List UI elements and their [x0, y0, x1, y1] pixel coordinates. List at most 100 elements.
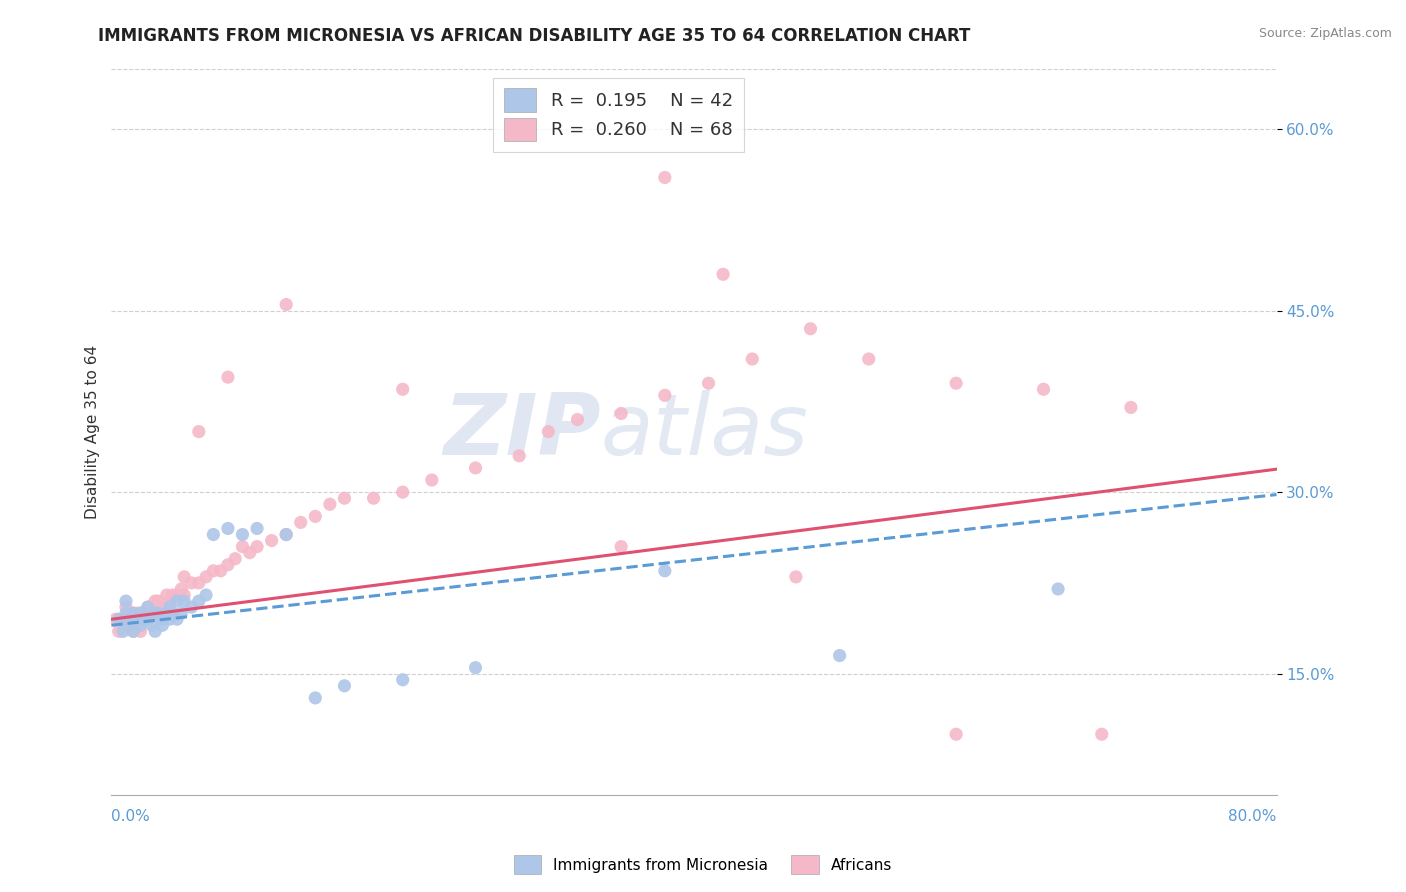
Point	[146, 606, 169, 620]
Point	[391, 673, 413, 687]
Point	[136, 612, 159, 626]
Point	[508, 449, 530, 463]
Point	[711, 267, 734, 281]
Point	[697, 376, 720, 391]
Point	[112, 612, 135, 626]
Point	[180, 576, 202, 591]
Point	[122, 624, 145, 639]
Point	[187, 594, 209, 608]
Point	[146, 594, 169, 608]
Point	[224, 551, 246, 566]
Point	[173, 570, 195, 584]
Point	[187, 576, 209, 591]
Point	[170, 606, 193, 620]
Point	[333, 491, 356, 506]
Point	[162, 606, 184, 620]
Point	[127, 606, 149, 620]
Point	[150, 600, 173, 615]
Point	[136, 600, 159, 615]
Point	[115, 606, 138, 620]
Legend: Immigrants from Micronesia, Africans: Immigrants from Micronesia, Africans	[508, 849, 898, 880]
Point	[136, 600, 159, 615]
Point	[180, 600, 202, 615]
Text: 0.0%: 0.0%	[111, 809, 150, 824]
Point	[150, 618, 173, 632]
Point	[217, 558, 239, 572]
Point	[112, 624, 135, 639]
Point	[391, 485, 413, 500]
Text: atlas: atlas	[600, 390, 808, 473]
Point	[391, 382, 413, 396]
Point	[567, 412, 589, 426]
Point	[246, 521, 269, 535]
Point	[231, 540, 253, 554]
Point	[150, 612, 173, 626]
Point	[654, 564, 676, 578]
Point	[202, 527, 225, 541]
Point	[195, 588, 218, 602]
Point	[537, 425, 560, 439]
Text: IMMIGRANTS FROM MICRONESIA VS AFRICAN DISABILITY AGE 35 TO 64 CORRELATION CHART: IMMIGRANTS FROM MICRONESIA VS AFRICAN DI…	[98, 27, 970, 45]
Point	[159, 612, 181, 626]
Point	[304, 509, 326, 524]
Point	[141, 606, 163, 620]
Point	[143, 606, 166, 620]
Point	[129, 618, 152, 632]
Point	[170, 582, 193, 596]
Point	[231, 527, 253, 541]
Point	[159, 600, 181, 615]
Point	[654, 170, 676, 185]
Point	[217, 521, 239, 535]
Point	[118, 612, 141, 626]
Point	[464, 660, 486, 674]
Point	[166, 612, 188, 626]
Y-axis label: Disability Age 35 to 64: Disability Age 35 to 64	[86, 344, 100, 518]
Point	[785, 570, 807, 584]
Point	[333, 679, 356, 693]
Point	[122, 606, 145, 620]
Point	[166, 594, 188, 608]
Point	[187, 425, 209, 439]
Point	[159, 594, 181, 608]
Point	[156, 588, 179, 602]
Point	[799, 322, 821, 336]
Point	[654, 388, 676, 402]
Point	[115, 594, 138, 608]
Point	[115, 612, 138, 626]
Point	[129, 624, 152, 639]
Point	[166, 588, 188, 602]
Point	[107, 624, 129, 639]
Point	[143, 606, 166, 620]
Point	[276, 527, 298, 541]
Point	[118, 618, 141, 632]
Point	[122, 624, 145, 639]
Point	[1091, 727, 1114, 741]
Text: Source: ZipAtlas.com: Source: ZipAtlas.com	[1258, 27, 1392, 40]
Point	[319, 497, 342, 511]
Point	[828, 648, 851, 663]
Point	[136, 612, 159, 626]
Point	[610, 407, 633, 421]
Point	[129, 606, 152, 620]
Legend: R =  0.195    N = 42, R =  0.260    N = 68: R = 0.195 N = 42, R = 0.260 N = 68	[494, 78, 744, 152]
Point	[260, 533, 283, 548]
Point	[945, 727, 967, 741]
Point	[276, 527, 298, 541]
Text: ZIP: ZIP	[443, 390, 600, 473]
Point	[741, 351, 763, 366]
Point	[173, 594, 195, 608]
Point	[122, 606, 145, 620]
Point	[858, 351, 880, 366]
Point	[217, 370, 239, 384]
Point	[420, 473, 443, 487]
Point	[173, 588, 195, 602]
Point	[195, 570, 218, 584]
Point	[290, 516, 312, 530]
Point	[143, 594, 166, 608]
Point	[115, 600, 138, 615]
Point	[156, 606, 179, 620]
Point	[143, 624, 166, 639]
Point	[945, 376, 967, 391]
Point	[363, 491, 385, 506]
Point	[610, 540, 633, 554]
